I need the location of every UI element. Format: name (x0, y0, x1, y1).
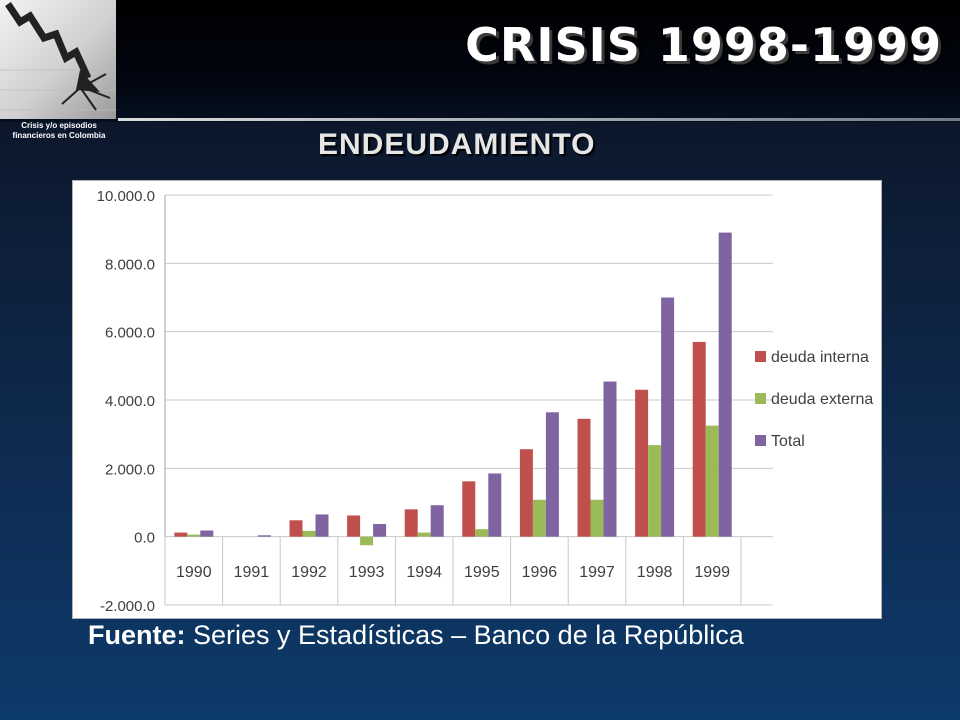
header-divider (118, 118, 960, 121)
y-tick-label: 0.0 (134, 530, 155, 547)
bar-total-1997 (603, 381, 617, 537)
bar-deuda-externa-1999 (705, 425, 719, 537)
bar-total-1999 (718, 232, 732, 537)
source-note: Fuente: Series y Estadísticas – Banco de… (88, 620, 744, 651)
bar-deuda-interna-1999 (692, 341, 706, 537)
legend-label: deuda interna (771, 349, 869, 366)
bar-deuda-interna-1998 (635, 389, 649, 537)
y-tick-label: 10.000.0 (97, 188, 155, 205)
bar-deuda-externa-1990 (187, 534, 201, 537)
x-tick-label: 1990 (176, 564, 212, 581)
x-tick-label: 1996 (522, 564, 558, 581)
y-tick-label: 4.000.0 (105, 393, 155, 410)
x-tick-label: 1995 (464, 564, 500, 581)
debt-bar-chart: -2.000.0 0.0 2.000.0 4.000.0 6.000.0 8.000.0 1… (72, 180, 882, 619)
bar-total-1991 (257, 535, 271, 537)
bar-total-1995 (488, 473, 502, 537)
source-label: Fuente: (88, 620, 186, 650)
x-tick-label: 1993 (349, 564, 385, 581)
x-tick-label: 1997 (579, 564, 615, 581)
bar-deuda-externa-1992 (302, 530, 316, 537)
legend-label: deuda externa (771, 391, 873, 408)
y-tick-label: -2.000.0 (100, 598, 155, 615)
bar-total-1993 (373, 524, 387, 537)
bar-deuda-externa-1994 (417, 532, 431, 537)
y-tick-label: 6.000.0 (105, 325, 155, 342)
bar-deuda-interna-1997 (577, 418, 591, 537)
chart-svg: -2.000.0 0.0 2.000.0 4.000.0 6.000.0 8.000.0 1… (97, 188, 874, 615)
logo-caption-line2: financieros en Colombia (12, 131, 106, 140)
x-tick-label: 1992 (291, 564, 327, 581)
bar-total-1990 (200, 530, 214, 537)
header-bar (0, 0, 960, 122)
bar-deuda-interna-1992 (289, 520, 303, 537)
crisis-graph-logo (0, 0, 116, 119)
legend-swatch (755, 351, 766, 362)
bar-total-1994 (430, 505, 444, 537)
x-tick-label: 1991 (234, 564, 270, 581)
bar-total-1992 (315, 514, 329, 537)
bar-deuda-interna-1993 (347, 515, 361, 537)
bar-total-1996 (545, 412, 559, 537)
bar-deuda-externa-1993 (360, 536, 374, 546)
y-tick-label: 8.000.0 (105, 256, 155, 273)
bar-deuda-interna-1990 (174, 532, 188, 537)
legend-label: Total (771, 433, 805, 450)
bar-deuda-externa-1997 (590, 499, 604, 537)
bar-deuda-externa-1998 (648, 445, 662, 537)
legend-swatch (755, 435, 766, 446)
bar-deuda-externa-1996 (532, 499, 546, 537)
x-tick-label: 1998 (637, 564, 673, 581)
logo-caption: Crisis y/o episodios financieros en Colo… (0, 121, 118, 141)
logo-caption-line1: Crisis y/o episodios (21, 121, 97, 130)
source-text: Series y Estadísticas – Banco de la Repú… (193, 620, 744, 650)
bar-deuda-interna-1996 (519, 449, 533, 537)
x-tick-label: 1999 (694, 564, 730, 581)
bar-deuda-interna-1994 (404, 509, 418, 537)
bar-deuda-interna-1995 (462, 481, 476, 537)
y-tick-label: 2.000.0 (105, 461, 155, 478)
chart-subtitle: ENDEUDAMIENTO (318, 128, 596, 161)
legend-swatch (755, 393, 766, 404)
bar-deuda-externa-1995 (475, 529, 489, 537)
bar-total-1998 (661, 297, 675, 537)
x-tick-label: 1994 (406, 564, 442, 581)
page-title: CRISIS 1998-1999 (465, 18, 942, 72)
